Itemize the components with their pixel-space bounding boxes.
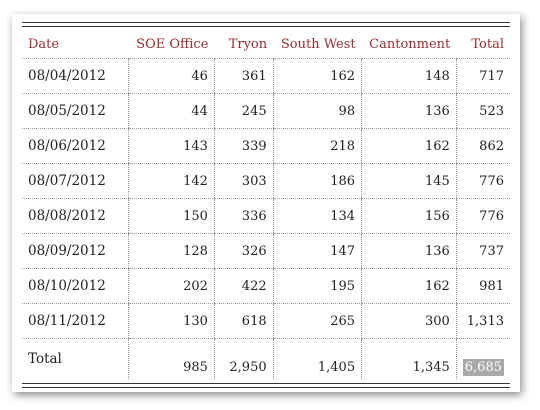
- cell-total: 717: [455, 58, 510, 94]
- vote-count-table: Date SOE Office Tryon South West Cantonm…: [22, 30, 510, 379]
- cell-total-cantonment: 1,345: [361, 338, 457, 379]
- cell-date: 08/08/2012: [22, 198, 129, 234]
- cell-south-west: 186: [272, 163, 362, 199]
- cell-total: 737: [455, 233, 510, 269]
- cell-cantonment: 145: [361, 163, 457, 199]
- table-row: 08/10/2012 202 422 195 162 981: [22, 268, 510, 304]
- table-row: 08/07/2012 142 303 186 145 776: [22, 163, 510, 199]
- header-soe-office: SOE Office: [128, 30, 215, 59]
- cell-tryon: 422: [213, 268, 274, 304]
- cell-south-west: 265: [272, 303, 362, 339]
- cell-south-west: 134: [272, 198, 362, 234]
- top-double-rule: [22, 22, 510, 27]
- cell-soe-office: 128: [127, 233, 215, 269]
- table-header-row: Date SOE Office Tryon South West Cantonm…: [22, 30, 510, 59]
- cell-date: 08/11/2012: [22, 303, 129, 339]
- cell-date: 08/06/2012: [22, 128, 129, 164]
- cell-soe-office: 150: [127, 198, 215, 234]
- cell-soe-office: 202: [127, 268, 215, 304]
- table-row: 08/09/2012 128 326 147 136 737: [22, 233, 510, 269]
- cell-total-south-west: 1,405: [272, 338, 362, 379]
- cell-date: 08/05/2012: [22, 93, 129, 129]
- header-total: Total: [456, 30, 510, 59]
- header-cantonment: Cantonment: [361, 30, 457, 59]
- header-date: Date: [22, 30, 129, 59]
- results-table-card: Date SOE Office Tryon South West Cantonm…: [12, 14, 520, 392]
- table-row: 08/11/2012 130 618 265 300 1,313: [22, 303, 510, 339]
- cell-soe-office: 130: [127, 303, 215, 339]
- cell-soe-office: 142: [127, 163, 215, 199]
- bottom-double-rule: [22, 383, 510, 388]
- cell-south-west: 98: [272, 93, 362, 129]
- cell-south-west: 195: [272, 268, 362, 304]
- cell-tryon: 339: [213, 128, 274, 164]
- total-label: Total: [28, 351, 62, 367]
- table-row: 08/04/2012 46 361 162 148 717: [22, 58, 510, 94]
- total-row: Total 985 2,950 1,405 1,345 6,685: [22, 338, 510, 379]
- table-row: 08/08/2012 150 336 134 156 776: [22, 198, 510, 234]
- cell-tryon: 361: [213, 58, 274, 94]
- cell-tryon: 245: [213, 93, 274, 129]
- cell-total: 862: [455, 128, 510, 164]
- cell-date: 08/07/2012: [22, 163, 129, 199]
- table-row: 08/06/2012 143 339 218 162 862: [22, 128, 510, 164]
- cell-cantonment: 148: [361, 58, 457, 94]
- cell-date: 08/10/2012: [22, 268, 129, 304]
- table-row: 08/05/2012 44 245 98 136 523: [22, 93, 510, 129]
- cell-total: 523: [455, 93, 510, 129]
- cell-soe-office: 44: [127, 93, 215, 129]
- cell-tryon: 326: [213, 233, 274, 269]
- cell-south-west: 162: [272, 58, 362, 94]
- cell-south-west: 147: [272, 233, 362, 269]
- header-tryon: Tryon: [214, 30, 274, 59]
- cell-tryon: 618: [213, 303, 274, 339]
- cell-date: 08/04/2012: [22, 58, 129, 94]
- cell-cantonment: 162: [361, 128, 457, 164]
- cell-cantonment: 300: [361, 303, 457, 339]
- cell-soe-office: 46: [127, 58, 215, 94]
- cell-cantonment: 136: [361, 233, 457, 269]
- cell-grand-total: 6,685: [455, 338, 510, 379]
- header-south-west: South West: [273, 30, 362, 59]
- cell-south-west: 218: [272, 128, 362, 164]
- cell-total-soe-office: 985: [127, 338, 215, 379]
- cell-cantonment: 136: [361, 93, 457, 129]
- grand-total-highlight: 6,685: [462, 359, 504, 376]
- cell-cantonment: 162: [361, 268, 457, 304]
- cell-tryon: 336: [213, 198, 274, 234]
- cell-cantonment: 156: [361, 198, 457, 234]
- cell-soe-office: 143: [127, 128, 215, 164]
- cell-date: 08/09/2012: [22, 233, 129, 269]
- cell-total: 776: [455, 163, 510, 199]
- cell-total-tryon: 2,950: [213, 338, 274, 379]
- cell-tryon: 303: [213, 163, 274, 199]
- cell-total: 1,313: [455, 303, 510, 339]
- cell-total: 981: [455, 268, 510, 304]
- cell-total: 776: [455, 198, 510, 234]
